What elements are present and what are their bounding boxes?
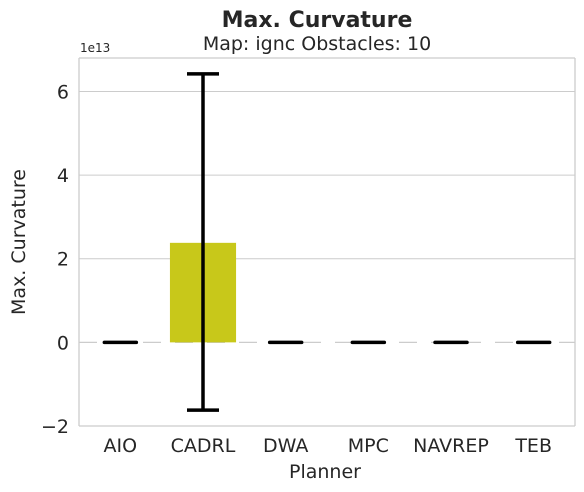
x-tick-label: DWA <box>263 435 308 457</box>
error-bars <box>102 72 552 412</box>
x-tick-label: NAVREP <box>413 435 489 457</box>
chart-title: Max. Curvature <box>222 8 413 33</box>
y-offset-label: 1e13 <box>80 41 110 55</box>
y-tick-labels: −2 0 2 4 6 <box>41 81 69 438</box>
y-tick-label: 0 <box>57 332 69 354</box>
y-tick-label: 4 <box>57 165 69 187</box>
x-tick-label: CADRL <box>171 435 236 457</box>
x-tick-label: AIO <box>104 435 138 457</box>
x-tick-labels: AIO CADRL DWA MPC NAVREP TEB <box>104 435 552 457</box>
x-tick-label: TEB <box>514 435 552 457</box>
grid-lines <box>79 90 575 427</box>
x-tick-label: MPC <box>348 435 389 457</box>
x-axis-label: Planner <box>289 461 361 483</box>
chart-subtitle: Map: ignc Obstacles: 10 <box>203 33 431 55</box>
y-axis-label: Max. Curvature <box>8 169 30 315</box>
y-tick-label: −2 <box>41 416 69 438</box>
y-tick-label: 2 <box>57 249 69 271</box>
y-tick-label: 6 <box>57 81 69 103</box>
